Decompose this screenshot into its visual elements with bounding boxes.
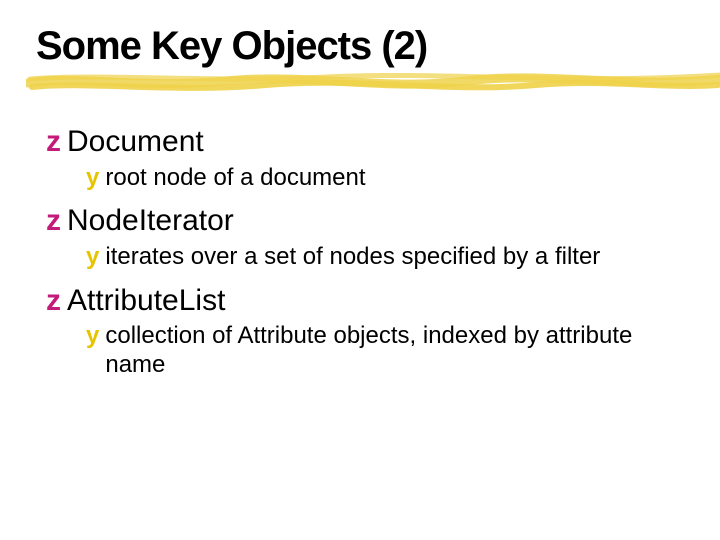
sub-line: y iterates over a set of nodes specified… — [86, 243, 684, 272]
bullet-secondary-icon: y — [86, 243, 99, 271]
bullet-secondary-icon: y — [86, 164, 99, 192]
bullet-primary-icon: z — [46, 125, 61, 158]
desc-text: root node of a document — [105, 164, 365, 193]
topic-text: NodeIterator — [67, 204, 234, 239]
desc-text: collection of Attribute objects, indexed… — [105, 322, 665, 380]
topic-text: AttributeList — [67, 284, 225, 319]
slide: Some Key Objects (2) z Document y root n… — [0, 0, 720, 540]
bullet-secondary-icon: y — [86, 322, 99, 350]
title-underline — [36, 75, 684, 97]
bullet-primary-icon: z — [46, 204, 61, 237]
slide-title: Some Key Objects (2) — [36, 24, 684, 69]
sub-line: y collection of Attribute objects, index… — [86, 322, 684, 380]
bullet-primary-icon: z — [46, 284, 61, 317]
sub-line: y root node of a document — [86, 164, 684, 193]
topic-line: z Document — [46, 125, 684, 160]
list-item: z AttributeList y collection of Attribut… — [46, 284, 684, 380]
topic-line: z AttributeList — [46, 284, 684, 319]
topic-line: z NodeIterator — [46, 204, 684, 239]
topic-text: Document — [67, 125, 204, 160]
list-item: z Document y root node of a document — [46, 125, 684, 192]
brush-stroke-icon — [26, 69, 720, 97]
desc-text: iterates over a set of nodes specified b… — [105, 243, 600, 272]
list-item: z NodeIterator y iterates over a set of … — [46, 204, 684, 271]
content-area: z Document y root node of a document z N… — [36, 125, 684, 380]
